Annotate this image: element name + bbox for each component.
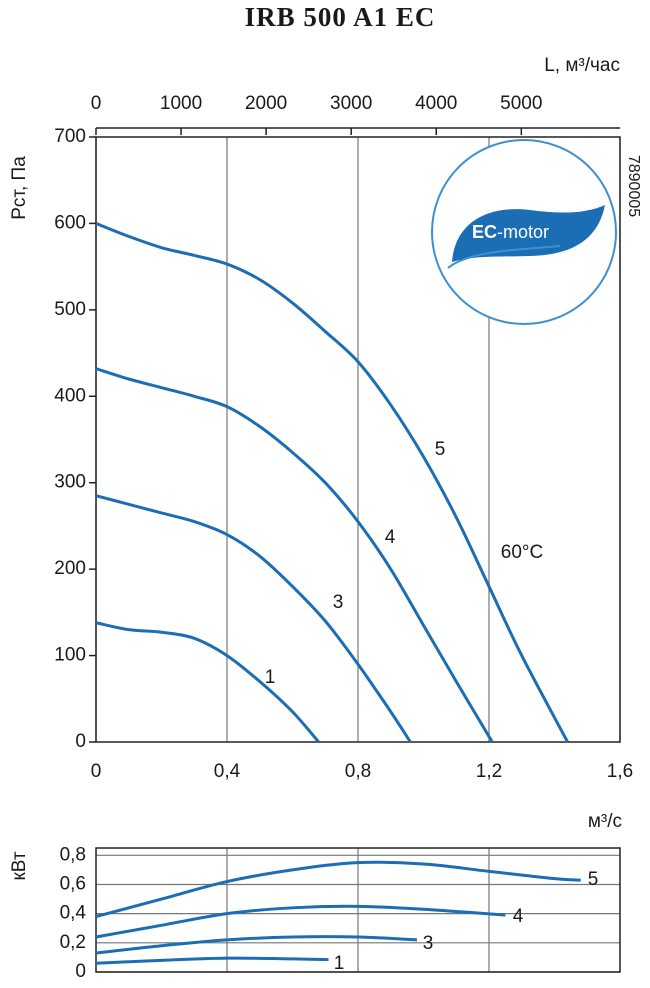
x-tick-label: 0,4 — [214, 761, 241, 782]
y-tick-label: 0,6 — [60, 873, 86, 894]
series-line — [95, 222, 569, 743]
logo-stem — [447, 245, 561, 269]
x2-tick-label: 1000 — [160, 93, 202, 114]
x2-tick-label: 0 — [91, 93, 102, 114]
y-tick-label: 100 — [54, 645, 86, 666]
y-tick-label: 0,4 — [60, 903, 87, 924]
y-axis-title: Pст, Па — [9, 156, 30, 220]
series-line — [95, 494, 412, 743]
series-label: 1 — [334, 953, 345, 974]
y-tick-label: 0,2 — [60, 932, 86, 953]
series-label: 1 — [265, 667, 276, 688]
series-label: 3 — [333, 592, 344, 613]
x2-axis-title: L, м³/час — [544, 55, 620, 76]
plot-frame — [95, 136, 621, 743]
series-label: 5 — [588, 869, 599, 890]
x2-tick-label: 5000 — [500, 93, 542, 114]
y-tick-label: 200 — [54, 558, 86, 579]
y-tick-label: 0,8 — [60, 844, 86, 865]
x-tick-label: 1,2 — [476, 761, 502, 782]
y-tick-label: 400 — [54, 385, 86, 406]
series-label: 3 — [423, 933, 434, 954]
code-label: 7890005 — [625, 155, 642, 217]
x2-tick-label: 2000 — [245, 93, 287, 114]
series-label: 4 — [385, 527, 396, 548]
logo-text: EC-motor — [472, 222, 549, 242]
series-line — [95, 367, 494, 743]
x-axis-title: м³/с — [588, 811, 622, 832]
y-tick-label: 0 — [75, 961, 86, 982]
series-label: 5 — [435, 439, 446, 460]
y-tick-label: 500 — [54, 299, 86, 320]
ec-motor-logo: EC-motor — [431, 139, 617, 325]
plot-frame — [95, 847, 621, 973]
y-tick-label: 300 — [54, 472, 86, 493]
x-tick-label: 1,6 — [607, 761, 633, 782]
x-tick-label: 0 — [91, 761, 102, 782]
y-tick-label: 600 — [54, 212, 86, 233]
logo-text-bold: EC — [472, 222, 497, 242]
series-label: 4 — [513, 906, 524, 927]
logo-leaf — [452, 205, 605, 262]
series-line — [95, 860, 581, 919]
x2-tick-label: 3000 — [330, 93, 372, 114]
series-line — [95, 621, 320, 743]
y-axis-title: кВт — [9, 851, 30, 880]
series-line — [95, 956, 329, 965]
chart-title: IRB 500 A1 EC — [245, 2, 436, 32]
y-tick-label: 0 — [75, 731, 86, 752]
annotation: 60°C — [501, 542, 543, 563]
series-line — [95, 935, 418, 955]
y-tick-label: 700 — [54, 126, 86, 147]
series-line — [95, 904, 506, 939]
x2-tick-label: 4000 — [415, 93, 457, 114]
x-tick-label: 0,8 — [345, 761, 371, 782]
logo-text-regular: -motor — [497, 222, 549, 242]
